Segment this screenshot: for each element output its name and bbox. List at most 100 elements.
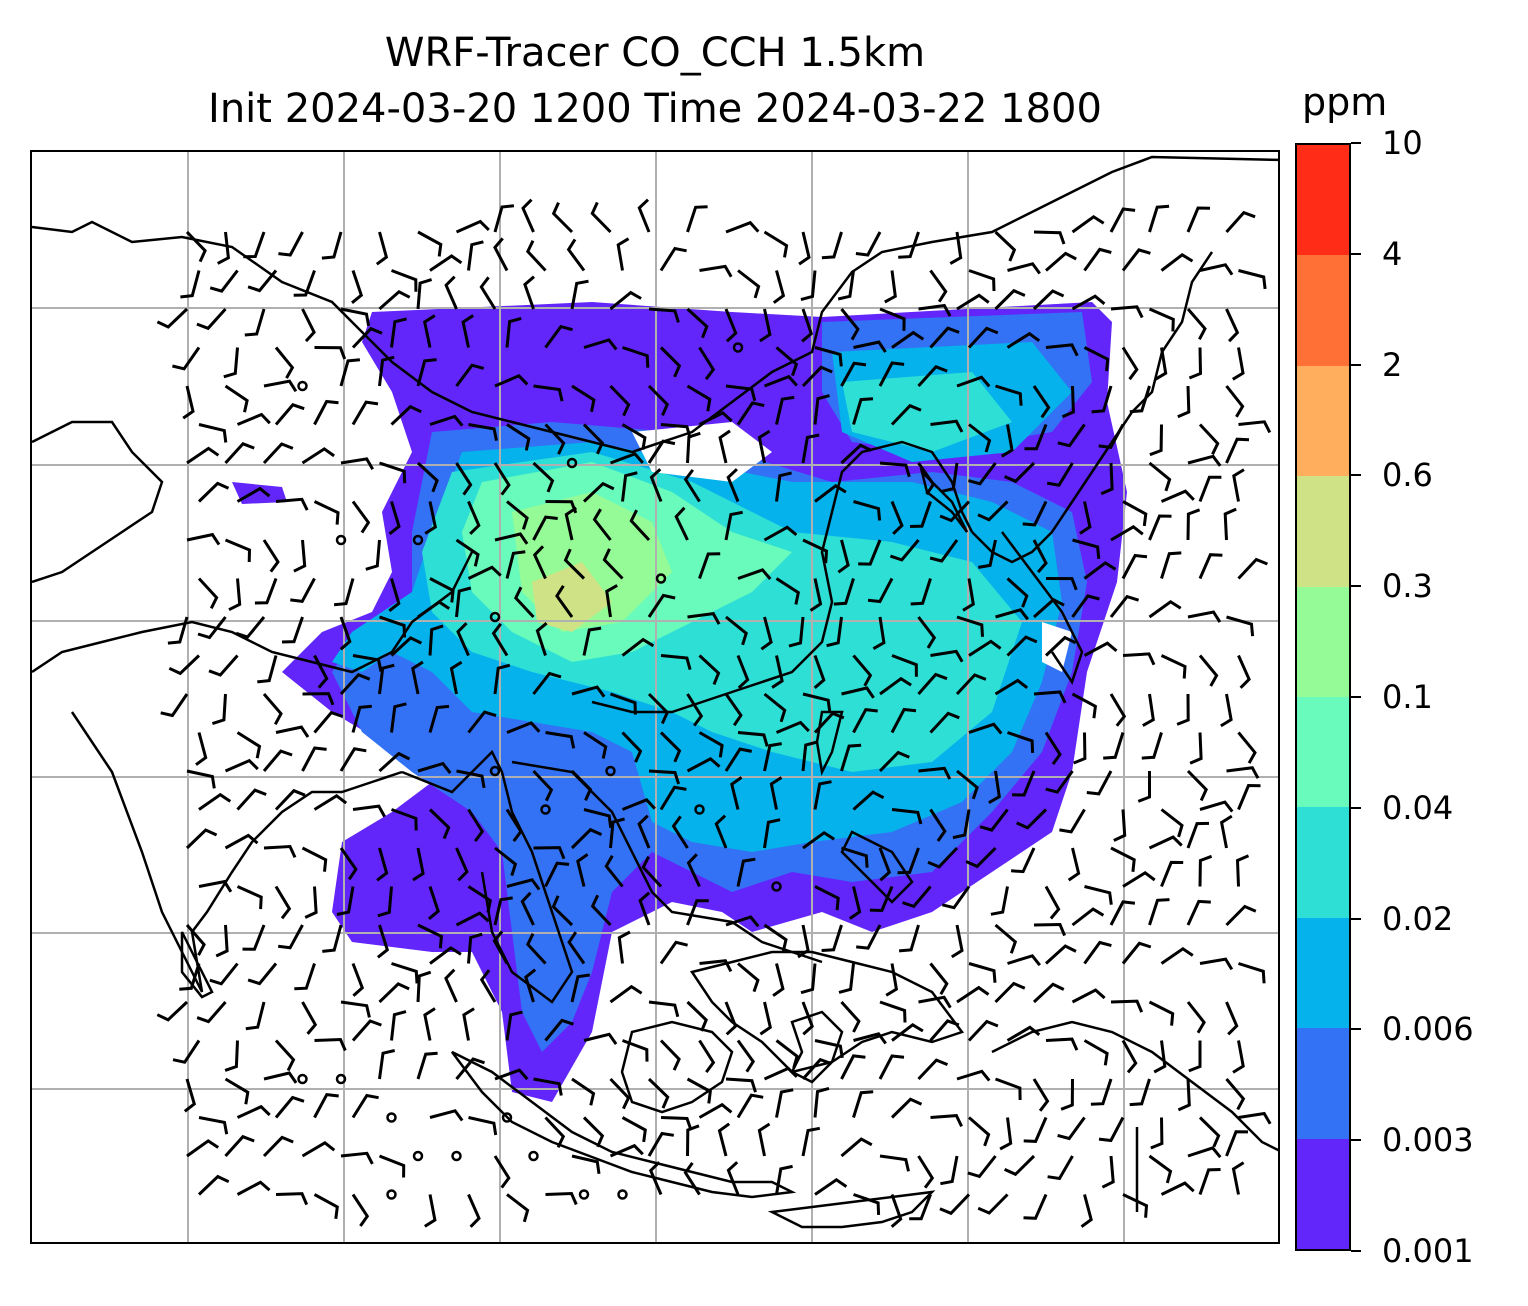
wind-barb xyxy=(416,1051,438,1080)
wind-barb xyxy=(848,886,862,920)
wind-barb xyxy=(813,1086,830,1118)
wind-barb xyxy=(698,411,733,426)
wind-barb xyxy=(274,788,306,811)
wind-barb xyxy=(505,550,526,579)
wind-barb xyxy=(236,412,271,426)
wind-barb xyxy=(840,308,860,341)
wind-barb xyxy=(544,861,570,888)
wind-barb xyxy=(891,1022,924,1042)
map-title-line1: WRF-Tracer CO_CCH 1.5km xyxy=(384,30,926,76)
calm-wind-marker xyxy=(297,1073,308,1085)
wind-barb xyxy=(583,731,608,759)
wind-barb xyxy=(1225,1001,1239,1036)
wind-barb xyxy=(423,314,436,348)
wind-barb xyxy=(186,446,220,465)
wind-barb xyxy=(301,447,335,465)
wind-barb xyxy=(1015,808,1048,830)
wind-barb xyxy=(544,423,566,455)
wind-barb xyxy=(616,237,630,271)
wind-barb xyxy=(340,1151,374,1165)
wind-barb xyxy=(724,308,738,343)
wind-barb xyxy=(813,394,830,425)
wind-barb xyxy=(879,461,911,478)
wind-barb xyxy=(185,828,218,850)
wind-barb xyxy=(416,278,433,310)
wind-barb xyxy=(1012,770,1036,797)
colorbar-tick-label: 0.3 xyxy=(1382,567,1433,606)
wind-barb xyxy=(621,471,638,502)
wind-barb xyxy=(247,269,278,293)
wind-barb xyxy=(686,1124,700,1157)
wind-barb xyxy=(313,399,339,426)
wind-barb xyxy=(535,622,548,656)
wind-barb xyxy=(247,962,278,986)
wind-barb xyxy=(994,230,1017,262)
wind-barb xyxy=(340,307,371,327)
wind-barb xyxy=(929,962,949,995)
wind-barb xyxy=(185,230,207,263)
wind-barb xyxy=(686,853,701,888)
plume-level-0.6 xyxy=(532,562,612,632)
wind-barb xyxy=(390,317,407,348)
wind-barb xyxy=(1061,385,1075,419)
wind-barb xyxy=(378,982,410,1004)
wind-barb xyxy=(1045,770,1074,794)
wind-barb xyxy=(412,847,425,882)
wind-barb xyxy=(570,827,603,850)
wind-barb xyxy=(841,686,875,699)
wind-barb xyxy=(1083,247,1112,272)
calm-wind-circles xyxy=(297,342,782,1200)
wind-barb xyxy=(571,1077,596,1106)
wind-barb xyxy=(994,981,1026,1004)
wind-barb xyxy=(879,1000,907,1023)
wind-barb xyxy=(313,1092,339,1119)
wind-barb xyxy=(1044,635,1077,657)
colorbar-segment xyxy=(1297,144,1349,256)
wind-barb xyxy=(1176,693,1190,726)
wind-barb xyxy=(1033,922,1066,937)
wind-barb xyxy=(467,1193,481,1228)
wind-barb xyxy=(467,240,484,271)
wind-barb xyxy=(416,970,432,1003)
calm-wind-marker xyxy=(566,457,578,469)
wind-barb xyxy=(1023,1193,1048,1220)
wind-barb xyxy=(840,443,873,465)
wind-barb xyxy=(198,423,228,443)
colorbar-tick xyxy=(1351,1250,1361,1252)
wind-barb xyxy=(467,565,502,580)
wind-barb xyxy=(605,584,618,618)
wind-barb xyxy=(388,501,401,535)
wind-barb xyxy=(493,896,513,926)
wind-barb xyxy=(1079,501,1092,535)
wind-barb xyxy=(390,269,418,292)
wind-barb xyxy=(505,316,522,348)
wind-barb xyxy=(423,1194,437,1228)
wind-barb xyxy=(281,616,304,644)
wind-barb xyxy=(801,433,820,464)
wind-barb xyxy=(853,1193,881,1215)
wind-barb xyxy=(551,895,574,927)
wind-barb xyxy=(724,693,743,727)
wind-barb xyxy=(951,924,964,959)
wind-barb xyxy=(555,584,574,618)
wind-barb xyxy=(955,673,987,696)
wind-barb xyxy=(322,924,343,953)
wind-barb xyxy=(683,469,701,503)
wind-barb xyxy=(424,501,437,535)
wind-barb xyxy=(978,539,997,569)
wind-barb xyxy=(1110,846,1136,872)
wind-barb xyxy=(179,963,201,991)
wind-barb xyxy=(730,776,743,810)
wind-barb xyxy=(968,639,1002,657)
wind-barb xyxy=(941,885,971,910)
wind-barb xyxy=(686,899,709,926)
wind-barb xyxy=(1098,1116,1125,1143)
wind-barb xyxy=(390,808,418,831)
wind-barb xyxy=(301,1140,336,1158)
wind-barb xyxy=(1235,854,1250,887)
calm-wind-marker xyxy=(412,1150,424,1162)
wind-barb xyxy=(262,1135,294,1158)
wind-barb xyxy=(994,1077,1022,1101)
wind-barb xyxy=(647,384,670,416)
wind-barb xyxy=(617,930,631,964)
